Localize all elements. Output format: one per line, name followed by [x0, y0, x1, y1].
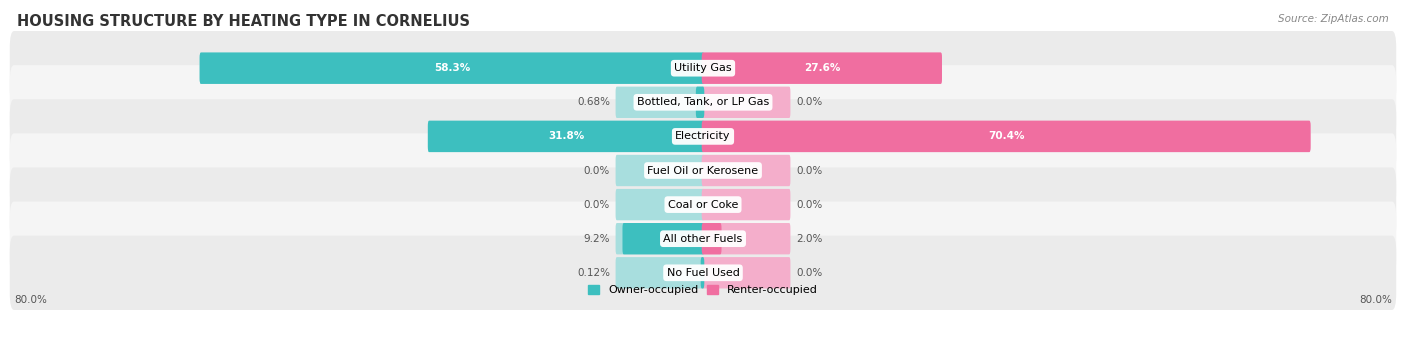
FancyBboxPatch shape	[616, 257, 704, 288]
FancyBboxPatch shape	[10, 202, 1396, 276]
Text: 31.8%: 31.8%	[548, 131, 585, 142]
FancyBboxPatch shape	[10, 167, 1396, 242]
FancyBboxPatch shape	[616, 155, 704, 186]
FancyBboxPatch shape	[10, 99, 1396, 174]
Text: Bottled, Tank, or LP Gas: Bottled, Tank, or LP Gas	[637, 97, 769, 107]
Text: 0.0%: 0.0%	[583, 199, 610, 210]
Text: HOUSING STRUCTURE BY HEATING TYPE IN CORNELIUS: HOUSING STRUCTURE BY HEATING TYPE IN COR…	[17, 14, 470, 29]
FancyBboxPatch shape	[427, 121, 704, 152]
FancyBboxPatch shape	[696, 87, 704, 118]
FancyBboxPatch shape	[616, 87, 704, 118]
Text: 58.3%: 58.3%	[434, 63, 470, 73]
FancyBboxPatch shape	[702, 223, 790, 254]
FancyBboxPatch shape	[10, 236, 1396, 310]
Text: 0.0%: 0.0%	[796, 199, 823, 210]
FancyBboxPatch shape	[700, 257, 704, 288]
FancyBboxPatch shape	[702, 223, 721, 254]
Text: 0.68%: 0.68%	[576, 97, 610, 107]
Text: 0.0%: 0.0%	[796, 165, 823, 176]
Legend: Owner-occupied, Renter-occupied: Owner-occupied, Renter-occupied	[583, 281, 823, 300]
Text: 27.6%: 27.6%	[804, 63, 839, 73]
Text: All other Fuels: All other Fuels	[664, 234, 742, 244]
FancyBboxPatch shape	[702, 53, 942, 84]
FancyBboxPatch shape	[702, 121, 1310, 152]
FancyBboxPatch shape	[10, 133, 1396, 208]
Text: Fuel Oil or Kerosene: Fuel Oil or Kerosene	[647, 165, 759, 176]
Text: 2.0%: 2.0%	[796, 234, 823, 244]
FancyBboxPatch shape	[702, 121, 1310, 152]
Text: 80.0%: 80.0%	[14, 295, 46, 305]
Text: No Fuel Used: No Fuel Used	[666, 268, 740, 278]
FancyBboxPatch shape	[702, 189, 790, 220]
FancyBboxPatch shape	[616, 223, 704, 254]
FancyBboxPatch shape	[200, 53, 704, 84]
FancyBboxPatch shape	[702, 155, 790, 186]
Text: Coal or Coke: Coal or Coke	[668, 199, 738, 210]
Text: 0.0%: 0.0%	[796, 97, 823, 107]
Text: Electricity: Electricity	[675, 131, 731, 142]
Text: 9.2%: 9.2%	[583, 234, 610, 244]
Text: 70.4%: 70.4%	[988, 131, 1025, 142]
FancyBboxPatch shape	[10, 65, 1396, 139]
FancyBboxPatch shape	[10, 31, 1396, 105]
FancyBboxPatch shape	[200, 53, 704, 84]
FancyBboxPatch shape	[623, 223, 704, 254]
Text: Utility Gas: Utility Gas	[675, 63, 731, 73]
FancyBboxPatch shape	[702, 87, 790, 118]
Text: 0.0%: 0.0%	[796, 268, 823, 278]
FancyBboxPatch shape	[616, 189, 704, 220]
FancyBboxPatch shape	[702, 257, 790, 288]
FancyBboxPatch shape	[702, 53, 942, 84]
Text: 80.0%: 80.0%	[1360, 295, 1392, 305]
Text: Source: ZipAtlas.com: Source: ZipAtlas.com	[1278, 14, 1389, 24]
Text: 0.12%: 0.12%	[576, 268, 610, 278]
FancyBboxPatch shape	[427, 121, 704, 152]
Text: 0.0%: 0.0%	[583, 165, 610, 176]
